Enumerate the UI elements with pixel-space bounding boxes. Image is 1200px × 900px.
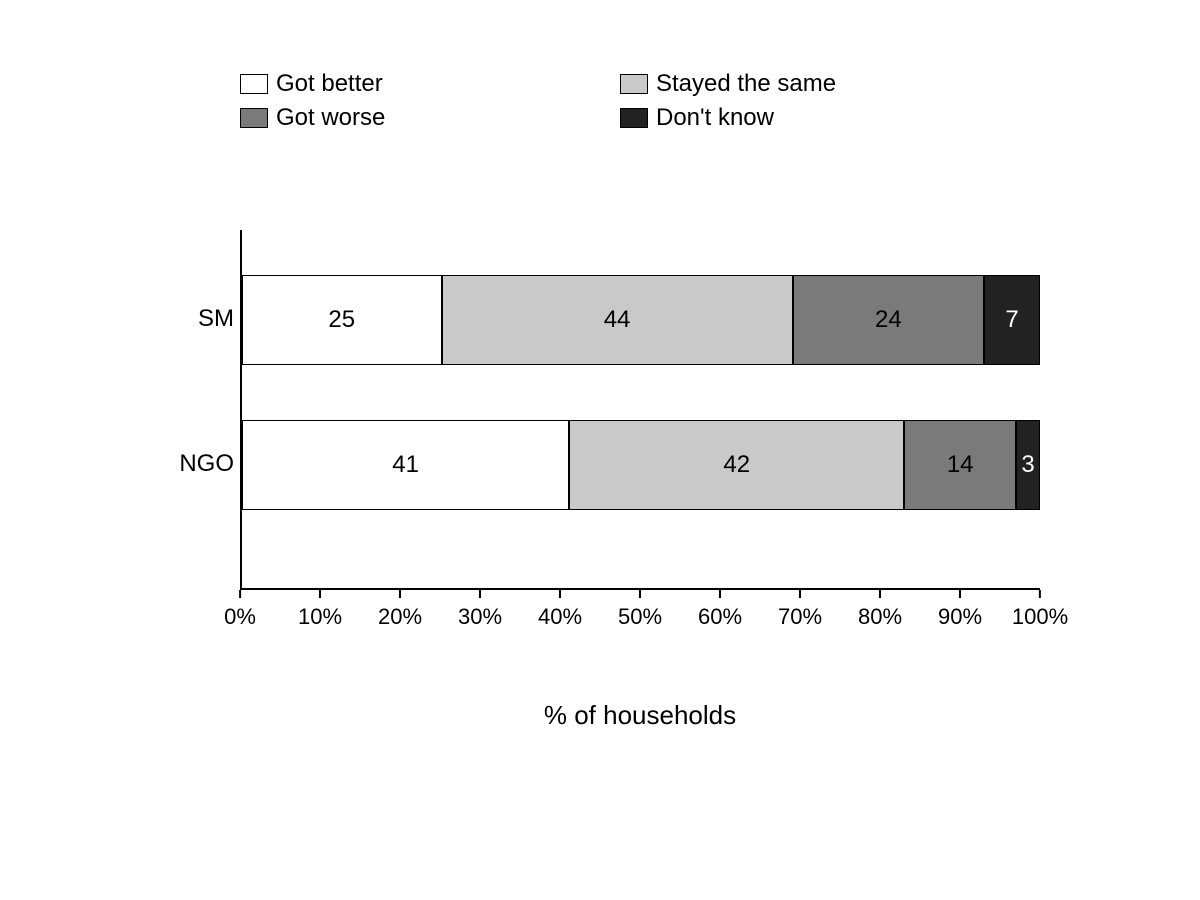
legend-item-dont-know: Don't know	[620, 104, 1000, 132]
bar-segment-got-better: 25	[242, 275, 442, 365]
x-tick-mark	[799, 590, 801, 598]
x-tick-label: 10%	[298, 604, 342, 630]
x-tick-mark	[399, 590, 401, 598]
bar-segment-stayed-the-same: 44	[442, 275, 793, 365]
legend-swatch	[240, 108, 268, 128]
x-tick-mark	[319, 590, 321, 598]
legend-label: Got better	[276, 70, 383, 98]
bar-segment-stayed-the-same: 42	[569, 420, 904, 510]
x-tick-mark	[559, 590, 561, 598]
x-tick-mark	[719, 590, 721, 598]
x-tick: 100%	[1012, 590, 1068, 630]
bar-row-ngo-district: 41 42 14 3	[242, 420, 1040, 510]
x-tick-label: 40%	[538, 604, 582, 630]
legend-item-got-better: Got better	[240, 70, 620, 98]
x-tick-mark	[879, 590, 881, 598]
legend-item-stayed-the-same: Stayed the same	[620, 70, 1000, 98]
chart-container: Got better Stayed the same Got worse Don…	[60, 50, 1140, 850]
x-tick-label: 20%	[378, 604, 422, 630]
x-axis-title: % of households	[240, 700, 1040, 731]
bar-segment-dont-know: 3	[1016, 420, 1040, 510]
x-tick-label: 30%	[458, 604, 502, 630]
x-tick-mark	[639, 590, 641, 598]
x-tick-mark	[1039, 590, 1041, 598]
x-tick-mark	[479, 590, 481, 598]
legend-item-got-worse: Got worse	[240, 104, 620, 132]
legend-swatch	[240, 74, 268, 94]
legend-label: Got worse	[276, 104, 385, 132]
legend-swatch	[620, 74, 648, 94]
legend-swatch	[620, 108, 648, 128]
legend: Got better Stayed the same Got worse Don…	[240, 70, 1000, 132]
x-tick: 30%	[458, 590, 502, 630]
x-tick: 80%	[858, 590, 902, 630]
x-tick: 60%	[698, 590, 742, 630]
legend-label: Don't know	[656, 104, 774, 132]
x-tick-label: 70%	[778, 604, 822, 630]
x-axis-ticks: 0%10%20%30%40%50%60%70%80%90%100%	[240, 590, 1040, 630]
x-tick: 90%	[938, 590, 982, 630]
bar-segment-got-worse: 24	[793, 275, 985, 365]
x-tick-mark	[959, 590, 961, 598]
x-tick: 0%	[224, 590, 256, 630]
bar-segment-dont-know: 7	[984, 275, 1040, 365]
x-tick-label: 50%	[618, 604, 662, 630]
x-tick: 20%	[378, 590, 422, 630]
x-tick-label: 60%	[698, 604, 742, 630]
bar-row-sm-district: 25 44 24 7	[242, 275, 1040, 365]
x-tick-label: 100%	[1012, 604, 1068, 630]
legend-label: Stayed the same	[656, 70, 836, 98]
x-tick: 70%	[778, 590, 822, 630]
bar-segment-got-better: 41	[242, 420, 569, 510]
x-tick-label: 80%	[858, 604, 902, 630]
bar-segment-got-worse: 14	[904, 420, 1016, 510]
x-tick-mark	[239, 590, 241, 598]
x-tick: 50%	[618, 590, 662, 630]
plot-area: 25 44 24 7 41 42 14 3	[240, 230, 1040, 590]
x-tick: 10%	[298, 590, 342, 630]
x-tick-label: 90%	[938, 604, 982, 630]
x-tick-label: 0%	[224, 604, 256, 630]
x-tick: 40%	[538, 590, 582, 630]
